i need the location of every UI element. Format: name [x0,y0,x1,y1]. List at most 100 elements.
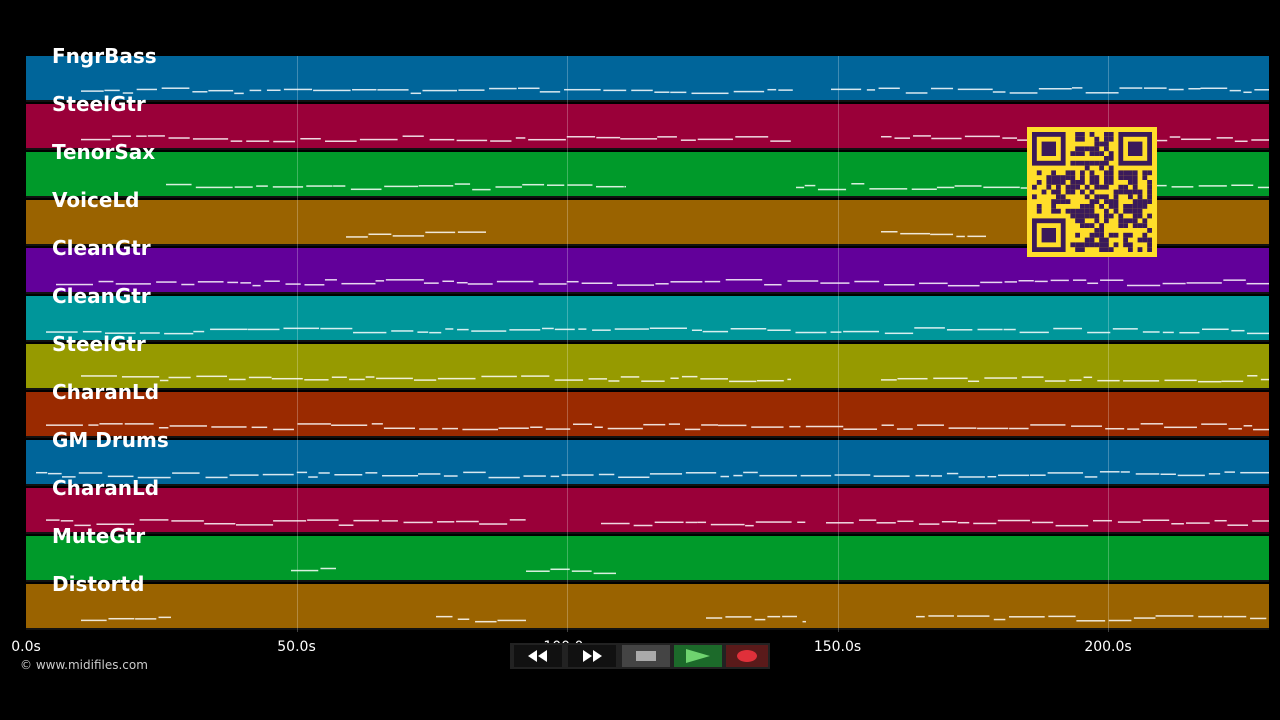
fast-forward-button[interactable] [568,645,616,667]
note-mark [624,185,626,188]
note-mark [454,183,471,185]
note-mark [1085,92,1119,94]
time-tick-label: 200.0s [1084,639,1132,655]
note-mark [229,474,259,476]
note-mark [684,428,701,431]
note-mark [78,472,103,474]
note-mark [917,424,944,426]
note-mark [1223,615,1247,618]
note-mark [789,425,801,428]
note-mark [341,282,376,285]
note-mark [467,283,493,285]
note-mark [359,138,398,141]
note-mark [423,282,439,284]
note-mark [851,183,865,185]
note-mark [442,280,454,283]
note-mark [1257,186,1269,189]
note-mark [968,380,980,383]
note-mark [262,473,294,476]
note-mark [509,329,541,331]
note-mark [1050,279,1069,282]
note-mark [756,379,784,382]
note-mark [592,329,611,331]
note-mark [193,330,205,333]
note-mark [998,474,1030,477]
note-mark [691,92,729,95]
note-mark [159,379,169,382]
note-mark [1171,186,1194,188]
note-mark [1200,87,1228,90]
note-mark [566,136,596,138]
note-mark [778,89,793,91]
note-mark [554,379,584,381]
stop-button[interactable] [622,645,670,667]
note-mark [881,231,898,233]
note-mark [745,524,754,527]
note-mark [1135,473,1160,475]
note-mark [81,90,104,92]
note-mark [573,423,592,426]
note-mark [168,137,190,139]
record-button[interactable] [726,645,768,667]
note-mark [905,92,928,94]
track-lane [26,536,1269,582]
note-mark [1017,139,1030,141]
note-mark [1250,617,1267,620]
note-mark [1029,474,1046,476]
note-mark [725,616,752,618]
note-mark [878,87,900,90]
note-mark [1251,139,1269,141]
note-mark [136,88,157,91]
note-mark [273,520,307,522]
note-mark [96,523,135,525]
rewind-button[interactable] [514,645,562,667]
note-mark [1108,619,1132,622]
note-mark [755,521,792,523]
note-mark [542,327,554,330]
note-mark [246,140,270,142]
note-mark [196,375,228,378]
note-mark [754,618,766,621]
play-button[interactable] [674,645,722,667]
note-mark [98,280,114,283]
note-mark [320,327,353,330]
note-mark [1228,428,1242,430]
note-mark [706,617,723,619]
note-mark [614,328,649,330]
note-mark [1105,427,1125,430]
note-mark [442,427,458,430]
note-mark [1164,426,1197,429]
note-mark [743,471,758,474]
note-mark [1216,137,1233,139]
note-mark [1123,380,1160,382]
note-mark [1084,476,1098,478]
note-mark [1231,184,1254,187]
note-mark [436,615,453,618]
note-mark [528,138,566,141]
note-mark [227,281,239,284]
note-mark [365,376,375,378]
note-mark [980,281,1003,284]
note-mark [1253,428,1269,431]
note-mark [384,185,419,188]
note-mark [122,92,134,94]
note-mark [526,570,550,572]
note-mark [670,377,679,380]
note-mark [1069,379,1082,382]
note-mark [324,279,337,281]
note-mark [456,281,468,284]
note-mark [956,235,965,238]
note-mark [1168,88,1184,91]
note-mark [767,615,781,618]
note-mark [313,89,351,92]
note-mark [654,91,670,93]
note-mark [987,475,997,478]
note-mark [181,283,195,286]
note-mark [456,139,488,142]
track-label: MuteGtr [52,524,146,548]
note-mark [914,327,945,329]
note-mark [931,137,962,140]
note-mark [655,283,669,285]
note-mark [353,519,379,522]
note-mark [710,523,745,526]
